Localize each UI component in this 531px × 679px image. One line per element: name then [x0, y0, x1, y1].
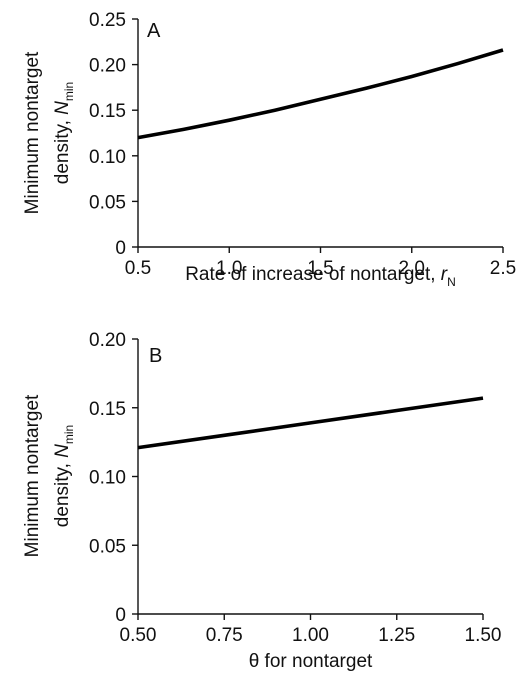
- panel-label: B: [149, 345, 162, 367]
- y-axis-label-line1: Minimum nontarget: [22, 394, 43, 557]
- x-tick-label: 0.5: [125, 258, 151, 279]
- y-tick-label: 0: [115, 238, 126, 259]
- panel-b: 0 0.05 0.10 0.15 0.20 0.50 0.75 1.00 1.25 1.50 Bθ …: [22, 330, 501, 672]
- y-axis-label-text: density,: [52, 115, 73, 184]
- x-tick-label: 1.0: [216, 258, 242, 279]
- panel-label: A: [147, 20, 161, 42]
- y-tick-label: 0.20: [89, 56, 126, 77]
- x-axis-label: θ for nontarget: [249, 651, 373, 672]
- y-tick-label: 0: [115, 605, 126, 626]
- x-tick-label: 1.50: [465, 625, 502, 646]
- x-tick-label: 2.5: [490, 258, 516, 279]
- y-tick-label: 0.20: [89, 330, 126, 351]
- y-axis-label-line2: density, Nmin: [52, 425, 76, 527]
- y-axis-label-sub: min: [62, 82, 76, 101]
- y-tick-label: 0.05: [89, 536, 126, 557]
- y-axis-label-text: density,: [52, 458, 73, 527]
- y-tick-label: 0.10: [89, 468, 126, 489]
- x-axis-label: Rate of increase of nontarget, rN: [185, 264, 456, 289]
- x-tick-label: 1.5: [307, 258, 333, 279]
- series-line: [137, 396, 484, 450]
- x-tick-label: 1.25: [378, 625, 415, 646]
- y-tick-label: 0.15: [89, 101, 126, 122]
- y-axis-label-line1: Minimum nontarget: [22, 51, 43, 214]
- y-axis-label-var: N: [52, 101, 73, 115]
- x-axis-label-var: r: [441, 264, 448, 285]
- x-tick-label: 1.00: [292, 625, 329, 646]
- y-axis-label-var: N: [52, 444, 73, 458]
- y-axis-label-line2: density, Nmin: [52, 82, 76, 184]
- x-tick-label: 0.50: [120, 625, 157, 646]
- panel-a: 0 0.05 0.10 0.15 0.20 0.25 0.5 1.0 1.5 2.0 2.5 A Rat…: [22, 10, 516, 289]
- x-tick-label: 0.75: [206, 625, 243, 646]
- x-axis-label-main: Rate of increase of nontarget,: [185, 264, 441, 285]
- x-axis-label-sub: N: [447, 275, 456, 289]
- x-tick-label: 2.0: [399, 258, 425, 279]
- y-tick-label: 0.15: [89, 399, 126, 420]
- y-axis-label-sub: min: [62, 425, 76, 444]
- y-tick-label: 0.25: [89, 10, 126, 31]
- y-tick-label: 0.10: [89, 147, 126, 168]
- x-axis-label-main: θ for nontarget: [249, 651, 373, 672]
- series-line: [137, 48, 504, 140]
- y-tick-label: 0.05: [89, 192, 126, 213]
